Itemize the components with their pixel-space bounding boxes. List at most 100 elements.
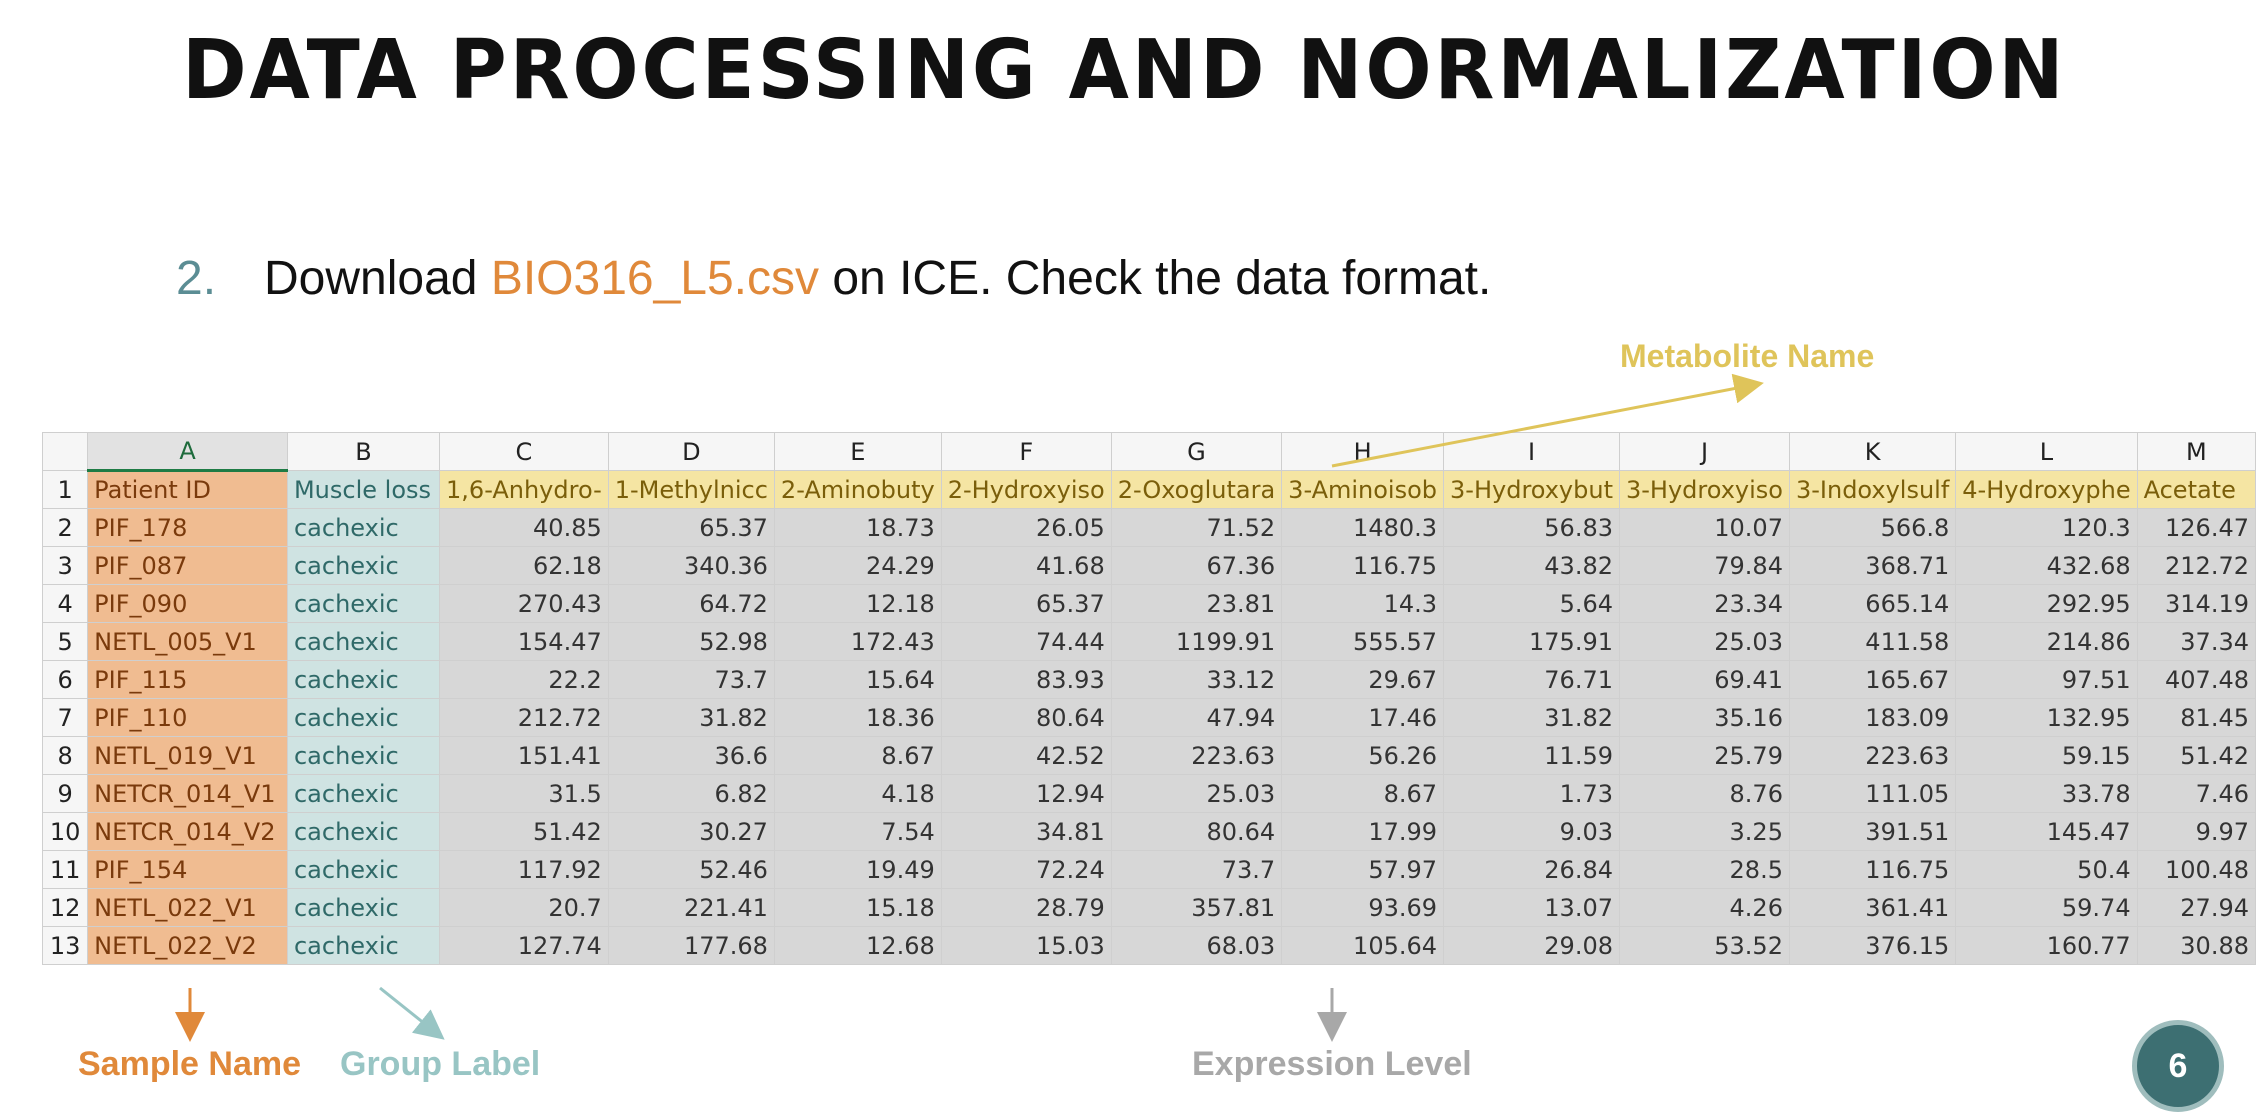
expression-cell[interactable]: 28.5 — [1619, 850, 1790, 889]
column-header-a[interactable]: A — [87, 432, 288, 472]
expression-cell[interactable]: 126.47 — [2136, 508, 2256, 547]
expression-cell[interactable]: 73.7 — [607, 660, 775, 699]
expression-cell[interactable]: 4.18 — [773, 774, 942, 813]
expression-cell[interactable]: 1480.3 — [1281, 508, 1445, 547]
expression-cell[interactable]: 8.76 — [1619, 774, 1790, 813]
expression-cell[interactable]: 42.52 — [940, 736, 1112, 775]
expression-cell[interactable]: 40.85 — [439, 508, 609, 547]
expression-cell[interactable]: 223.63 — [1788, 736, 1957, 775]
expression-cell[interactable]: 368.71 — [1788, 546, 1957, 585]
column-header-d[interactable]: D — [607, 432, 775, 471]
header-cell[interactable]: 3-Aminoisob — [1281, 470, 1445, 509]
header-cell[interactable]: 3-Indoxylsulf — [1788, 470, 1957, 509]
expression-cell[interactable]: 18.73 — [773, 508, 942, 547]
expression-cell[interactable]: 116.75 — [1788, 850, 1957, 889]
expression-cell[interactable]: 57.97 — [1281, 850, 1445, 889]
expression-cell[interactable]: 59.74 — [1955, 888, 2138, 927]
select-all-corner[interactable] — [41, 432, 89, 471]
patient-id-cell[interactable]: NETCR_014_V1 — [87, 774, 288, 813]
expression-cell[interactable]: 5.64 — [1443, 584, 1620, 623]
group-cell[interactable]: cachexic — [286, 812, 441, 851]
header-cell[interactable]: 2-Hydroxyiso — [940, 470, 1112, 509]
expression-cell[interactable]: 51.42 — [2136, 736, 2256, 775]
expression-cell[interactable]: 127.74 — [439, 926, 609, 965]
expression-cell[interactable]: 56.83 — [1443, 508, 1620, 547]
expression-cell[interactable]: 26.84 — [1443, 850, 1620, 889]
expression-cell[interactable]: 14.3 — [1281, 584, 1445, 623]
expression-cell[interactable]: 391.51 — [1788, 812, 1957, 851]
expression-cell[interactable]: 37.34 — [2136, 622, 2256, 661]
expression-cell[interactable]: 12.68 — [773, 926, 942, 965]
row-number[interactable]: 13 — [41, 926, 89, 965]
patient-id-cell[interactable]: PIF_087 — [87, 546, 288, 585]
expression-cell[interactable]: 74.44 — [940, 622, 1112, 661]
expression-cell[interactable]: 97.51 — [1955, 660, 2138, 699]
expression-cell[interactable]: 177.68 — [607, 926, 775, 965]
column-header-f[interactable]: F — [940, 432, 1112, 471]
group-cell[interactable]: cachexic — [286, 622, 441, 661]
header-cell[interactable]: 2-Oxoglutara — [1110, 470, 1283, 509]
row-number[interactable]: 11 — [41, 850, 89, 889]
expression-cell[interactable]: 23.81 — [1110, 584, 1283, 623]
group-cell[interactable]: cachexic — [286, 698, 441, 737]
expression-cell[interactable]: 116.75 — [1281, 546, 1445, 585]
expression-cell[interactable]: 24.29 — [773, 546, 942, 585]
column-header-l[interactable]: L — [1955, 432, 2138, 471]
expression-cell[interactable]: 9.97 — [2136, 812, 2256, 851]
expression-cell[interactable]: 31.5 — [439, 774, 609, 813]
expression-cell[interactable]: 64.72 — [607, 584, 775, 623]
expression-cell[interactable]: 111.05 — [1788, 774, 1957, 813]
expression-cell[interactable]: 18.36 — [773, 698, 942, 737]
expression-cell[interactable]: 555.57 — [1281, 622, 1445, 661]
header-cell[interactable]: 1,6-Anhydro- — [439, 470, 609, 509]
expression-cell[interactable]: 72.24 — [940, 850, 1112, 889]
expression-cell[interactable]: 117.92 — [439, 850, 609, 889]
expression-cell[interactable]: 50.4 — [1955, 850, 2138, 889]
row-number[interactable]: 7 — [41, 698, 89, 737]
expression-cell[interactable]: 132.95 — [1955, 698, 2138, 737]
patient-id-cell[interactable]: NETL_005_V1 — [87, 622, 288, 661]
patient-id-cell[interactable]: PIF_154 — [87, 850, 288, 889]
expression-cell[interactable]: 6.82 — [607, 774, 775, 813]
expression-cell[interactable]: 29.67 — [1281, 660, 1445, 699]
expression-cell[interactable]: 376.15 — [1788, 926, 1957, 965]
header-cell[interactable]: 1-Methylnicc — [607, 470, 775, 509]
group-cell[interactable]: cachexic — [286, 774, 441, 813]
header-cell[interactable]: Patient ID — [87, 470, 288, 509]
expression-cell[interactable]: 52.98 — [607, 622, 775, 661]
expression-cell[interactable]: 36.6 — [607, 736, 775, 775]
patient-id-cell[interactable]: NETCR_014_V2 — [87, 812, 288, 851]
header-cell[interactable]: Acetate — [2136, 470, 2256, 509]
row-number[interactable]: 12 — [41, 888, 89, 927]
expression-cell[interactable]: 80.64 — [940, 698, 1112, 737]
expression-cell[interactable]: 407.48 — [2136, 660, 2256, 699]
expression-cell[interactable]: 100.48 — [2136, 850, 2256, 889]
expression-cell[interactable]: 154.47 — [439, 622, 609, 661]
expression-cell[interactable]: 9.03 — [1443, 812, 1620, 851]
group-cell[interactable]: cachexic — [286, 736, 441, 775]
expression-cell[interactable]: 183.09 — [1788, 698, 1957, 737]
expression-cell[interactable]: 65.37 — [940, 584, 1112, 623]
expression-cell[interactable]: 15.03 — [940, 926, 1112, 965]
group-cell[interactable]: cachexic — [286, 546, 441, 585]
expression-cell[interactable]: 665.14 — [1788, 584, 1957, 623]
patient-id-cell[interactable]: NETL_019_V1 — [87, 736, 288, 775]
row-number[interactable]: 6 — [41, 660, 89, 699]
group-cell[interactable]: cachexic — [286, 508, 441, 547]
column-header-j[interactable]: J — [1619, 432, 1790, 471]
group-cell[interactable]: cachexic — [286, 660, 441, 699]
expression-cell[interactable]: 1.73 — [1443, 774, 1620, 813]
expression-cell[interactable]: 93.69 — [1281, 888, 1445, 927]
expression-cell[interactable]: 31.82 — [1443, 698, 1620, 737]
expression-cell[interactable]: 221.41 — [607, 888, 775, 927]
expression-cell[interactable]: 13.07 — [1443, 888, 1620, 927]
expression-cell[interactable]: 28.79 — [940, 888, 1112, 927]
column-header-m[interactable]: M — [2136, 432, 2256, 471]
expression-cell[interactable]: 8.67 — [1281, 774, 1445, 813]
patient-id-cell[interactable]: NETL_022_V1 — [87, 888, 288, 927]
expression-cell[interactable]: 26.05 — [940, 508, 1112, 547]
expression-cell[interactable]: 83.93 — [940, 660, 1112, 699]
column-header-e[interactable]: E — [773, 432, 942, 471]
expression-cell[interactable]: 34.81 — [940, 812, 1112, 851]
expression-cell[interactable]: 1199.91 — [1110, 622, 1283, 661]
